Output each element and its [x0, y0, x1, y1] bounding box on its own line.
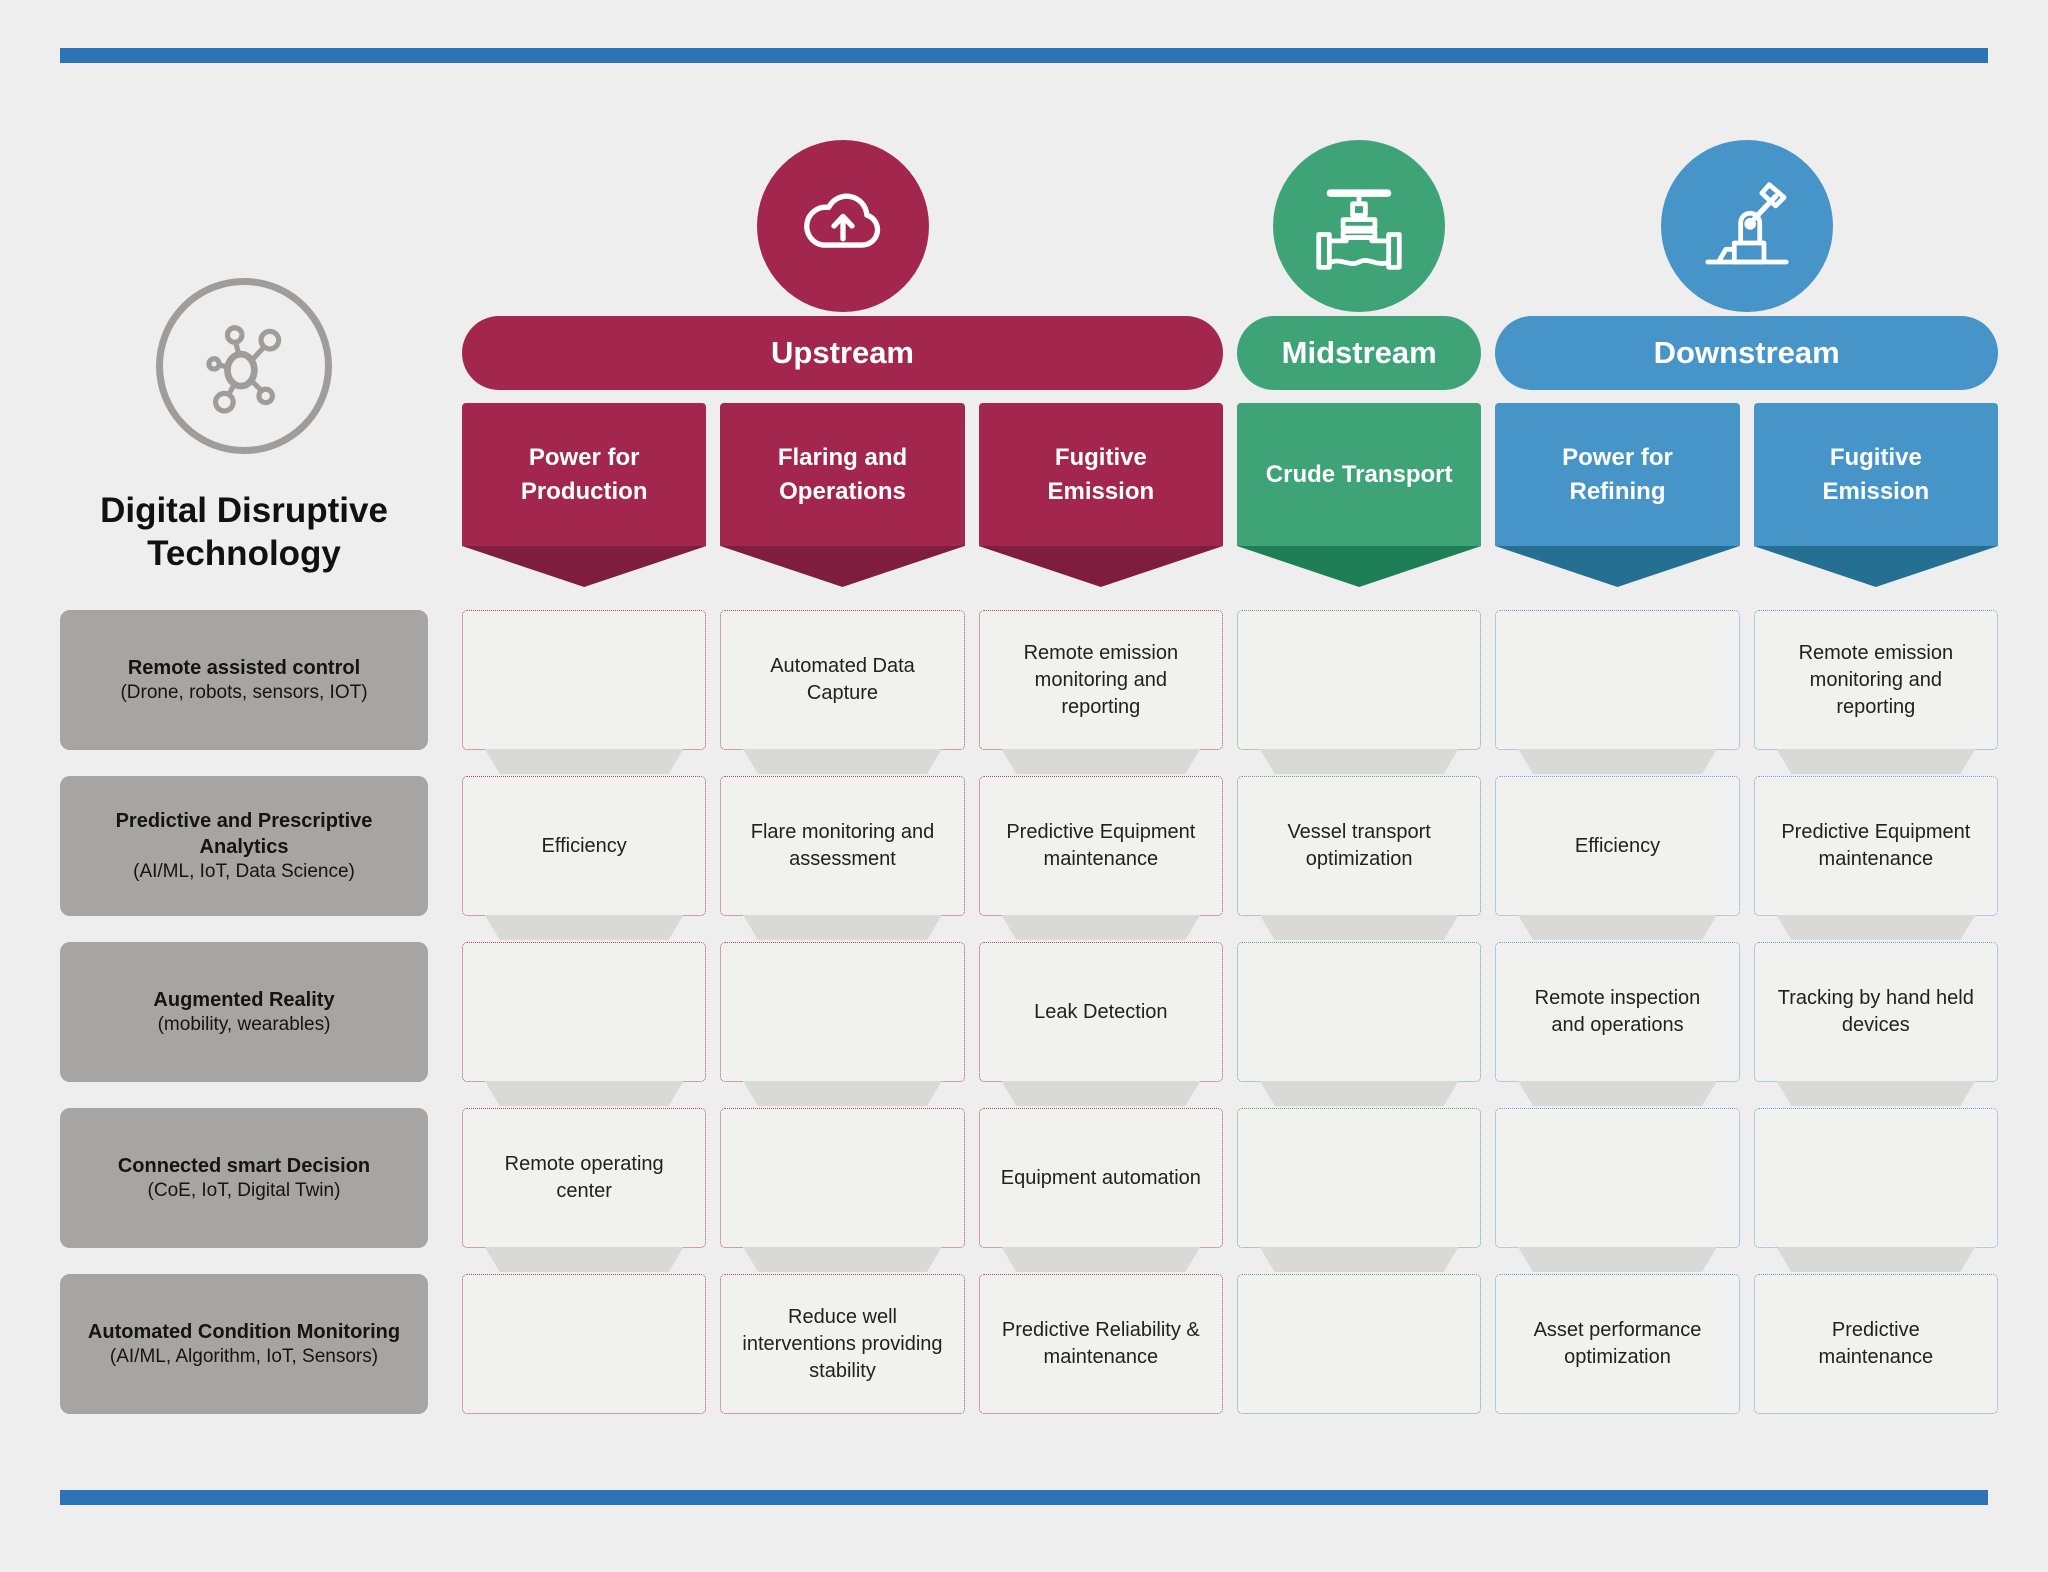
- matrix-cell: [1495, 1108, 1740, 1248]
- valve-icon: [1273, 140, 1446, 312]
- matrix-cell: Remote emission monitoring and reporting: [978, 610, 1223, 750]
- matrix-cell: Remote emission monitoring and reporting: [1753, 610, 1998, 750]
- matrix-cell: Vessel transport optimization: [1236, 776, 1482, 916]
- matrix-cell: [1236, 610, 1482, 750]
- matrix-cell: [720, 1108, 965, 1248]
- column-header-label: Power for Refining: [1495, 403, 1740, 546]
- matrix-cell: Equipment automation: [978, 1108, 1223, 1248]
- column-header-label: Fugitive Emission: [1753, 403, 1998, 546]
- top-accent-bar: [60, 48, 1988, 63]
- network-icon: [156, 278, 332, 454]
- column-header-label: Crude Transport: [1236, 403, 1482, 546]
- row-label-title: Augmented Reality: [153, 988, 335, 1011]
- row-label-title: Predictive and Prescriptive Analytics: [115, 809, 373, 858]
- row-label-connected-smart-decision: Connected smart Decision (CoE, IoT, Digi…: [60, 1108, 428, 1248]
- matrix-cell: Tracking by hand held devices: [1753, 942, 1998, 1082]
- stream-pill-midstream: Midstream: [1237, 316, 1482, 390]
- matrix-cell: [462, 1274, 707, 1414]
- matrix-cell: Predictive Equipment maintenance: [1753, 776, 1998, 916]
- matrix-cell: Flare monitoring and assessment: [720, 776, 965, 916]
- column-header-crude-transport: Crude Transport: [1236, 403, 1482, 586]
- matrix-cell: [462, 942, 707, 1082]
- stream-label: Downstream: [1653, 335, 1840, 370]
- matrix-cell: [1236, 1108, 1482, 1248]
- column-header-flaring-and-operations: Flaring and Operations: [720, 403, 965, 586]
- column-header-fugitive-emission-upstream: Fugitive Emission: [978, 403, 1223, 586]
- column-header-power-for-refining: Power for Refining: [1495, 403, 1740, 586]
- column-header-label: Power for Production: [462, 403, 707, 546]
- row-label-automated-condition-monitoring: Automated Condition Monitoring (AI/ML, A…: [60, 1274, 428, 1414]
- matrix-cell: [1236, 942, 1482, 1082]
- matrix-cell: Leak Detection: [978, 942, 1223, 1082]
- column-header-fugitive-emission-downstream: Fugitive Emission: [1753, 403, 1998, 586]
- row-label-subtitle: (CoE, IoT, Digital Twin): [147, 1179, 341, 1201]
- page-title: Digital Disruptive Technology: [100, 491, 388, 573]
- bottom-accent-bar: [60, 1490, 1988, 1505]
- stream-label: Midstream: [1281, 335, 1437, 370]
- matrix-cell: Predictive Equipment maintenance: [978, 776, 1223, 916]
- matrix-cell: [1495, 610, 1740, 750]
- stream-pill-upstream: Upstream: [462, 316, 1223, 390]
- matrix-cell: Automated Data Capture: [720, 610, 965, 750]
- cloud-upload-icon: [756, 140, 929, 312]
- row-label-augmented-reality: Augmented Reality (mobility, wearables): [60, 942, 428, 1082]
- row-label-title: Remote assisted control: [127, 656, 361, 679]
- row-label-title: Connected smart Decision: [117, 1154, 371, 1177]
- matrix-cell: Asset performance optimization: [1495, 1274, 1740, 1414]
- matrix-cell: [720, 942, 965, 1082]
- matrix-cell: Efficiency: [462, 776, 707, 916]
- column-header-power-for-production: Power for Production: [462, 403, 707, 586]
- stream-label: Upstream: [771, 335, 914, 370]
- matrix-cell: Efficiency: [1495, 776, 1740, 916]
- matrix-cell: Reduce well interventions providing stab…: [720, 1274, 965, 1414]
- matrix-cell: [1236, 1274, 1482, 1414]
- matrix-cell: [462, 610, 707, 750]
- matrix-cell: Predictive Reliability & maintenance: [978, 1274, 1223, 1414]
- row-label-subtitle: (mobility, wearables): [157, 1013, 331, 1035]
- row-label-title: Automated Condition Monitoring: [87, 1320, 401, 1343]
- column-header-label: Flaring and Operations: [720, 403, 965, 546]
- column-header-label: Fugitive Emission: [978, 403, 1223, 546]
- matrix-cell: [1753, 1108, 1998, 1248]
- row-label-subtitle: (Drone, robots, sensors, IOT): [120, 681, 368, 703]
- row-label-predictive-prescriptive-analytics: Predictive and Prescriptive Analytics (A…: [60, 776, 428, 916]
- matrix-cell: Remote inspection and operations: [1495, 942, 1740, 1082]
- row-label-remote-assisted-control: Remote assisted control (Drone, robots, …: [60, 610, 428, 750]
- matrix-cell: Predictive maintenance: [1753, 1274, 1998, 1414]
- pump-jack-icon: [1660, 140, 1833, 312]
- row-label-subtitle: (AI/ML, Algorithm, IoT, Sensors): [109, 1345, 379, 1367]
- row-label-subtitle: (AI/ML, IoT, Data Science): [133, 860, 355, 882]
- matrix-cell: Remote operating center: [462, 1108, 707, 1248]
- stream-pill-downstream: Downstream: [1495, 316, 1998, 390]
